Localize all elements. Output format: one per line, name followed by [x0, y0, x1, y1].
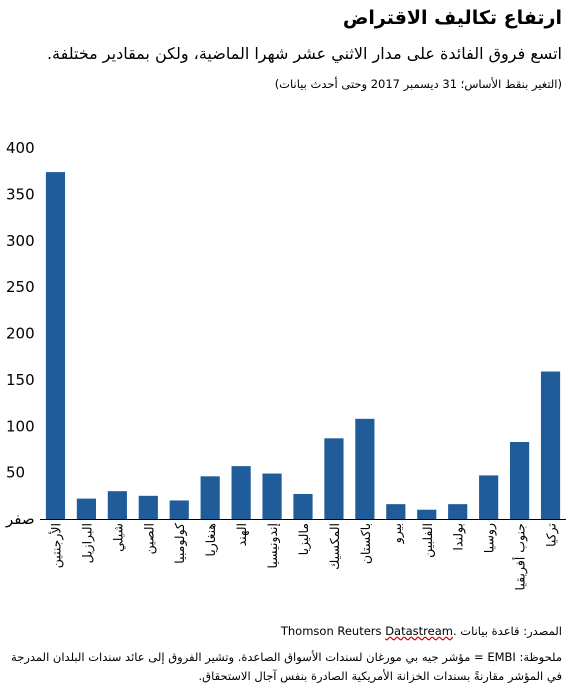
y-tick-label-8: 400	[6, 139, 35, 157]
bar-5	[200, 476, 220, 519]
source-name-part2: Datastream	[385, 624, 453, 638]
bar-16	[540, 371, 561, 519]
x-tick-label-8: ماليزيا	[296, 523, 312, 555]
y-tick-label-6: 300	[6, 232, 35, 250]
x-tick-label-12: الفلبين	[420, 523, 436, 558]
x-tick-label-15: جنوب أفريقيا	[512, 523, 529, 590]
y-tick-label-0: صفر	[5, 510, 35, 528]
chart-subtitle: اتسع فروق الفائدة على مدار الاثني عشر شه…	[46, 44, 562, 63]
bar-chart: صفر 50 100 150 200 250 300 350 400 الأرجنتين البرا…	[5, 139, 566, 590]
y-tick-label-2: 100	[6, 417, 35, 435]
x-tick-label-4: كولومبيا	[172, 523, 188, 564]
y-tick-label-7: 350	[6, 185, 35, 203]
source-prefix: المصدر: قاعدة بيانات	[460, 624, 562, 638]
bar-14	[479, 475, 499, 519]
bar-0	[45, 172, 66, 520]
x-tick-label-11: بيرو	[389, 523, 405, 544]
x-tick-label-5: هنغاريا	[203, 523, 219, 557]
x-tick-label-9: المكسيك	[327, 523, 342, 570]
y-tick-label-5: 250	[6, 278, 35, 296]
x-tick-label-3: الصين	[141, 523, 157, 554]
bar-10	[355, 418, 375, 519]
x-tick-label-6: الهند	[234, 523, 250, 546]
bar-4	[169, 500, 189, 519]
x-tick-label-10: باكستان	[358, 523, 373, 564]
bar-13	[448, 504, 468, 519]
x-tick-label-13: بولندا	[451, 523, 467, 551]
x-tick-label-16: تركيا	[544, 522, 560, 546]
bar-7	[262, 473, 282, 519]
bar-2	[107, 491, 127, 519]
x-tick-label-0: الأرجنتين	[48, 523, 64, 568]
source-name: Thomson Reuters Datastream.	[281, 624, 457, 638]
y-tick-label-1: 50	[6, 464, 25, 482]
x-tick-label-2: شيلي	[110, 523, 125, 552]
chart-title: ارتفاع تكاليف الاقتراض	[342, 7, 562, 29]
bar-1	[76, 498, 96, 519]
bar-12	[417, 509, 437, 519]
x-tick-label-7: إندونيسيا	[265, 523, 281, 569]
bar-3	[138, 495, 158, 519]
footnote: ملحوظة: EMBI = مؤشر جيه بي مورغان لسندات…	[11, 650, 562, 683]
x-tick-label-1: البرازيل	[79, 523, 95, 563]
source-note: المصدر: قاعدة بيانات Thomson Reuters Dat…	[10, 623, 562, 640]
source-suffix: .	[452, 624, 457, 638]
y-tick-label-3: 150	[6, 371, 35, 389]
y-tick-label-4: 200	[6, 325, 35, 343]
bar-9	[324, 438, 344, 519]
source-name-part1: Thomson Reuters	[280, 624, 382, 638]
bar-15	[510, 442, 530, 519]
bar-11	[386, 504, 406, 519]
x-tick-label-14: روسيا	[482, 523, 498, 553]
bar-6	[231, 466, 251, 519]
bar-8	[293, 493, 313, 519]
units-note: (التغير بنقط الأساس؛ 31 ديسمبر 2017 وحتى…	[274, 77, 562, 91]
